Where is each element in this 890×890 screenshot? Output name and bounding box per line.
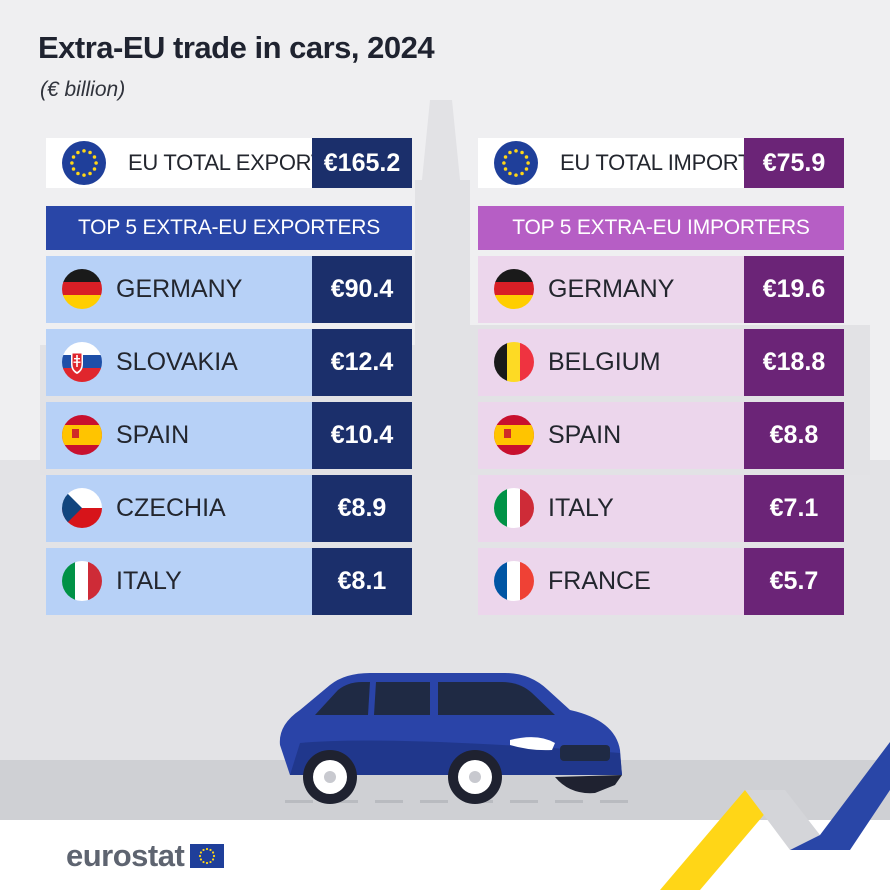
country-name: GERMANY bbox=[116, 275, 243, 303]
table-row: SPAIN €8.8 bbox=[478, 402, 844, 469]
table-row: SPAIN €10.4 bbox=[46, 402, 412, 469]
country-name: SLOVAKIA bbox=[116, 348, 238, 376]
trade-value: €8.8 bbox=[744, 402, 844, 469]
eu-flag-icon bbox=[494, 141, 538, 185]
total-exports-value: €165.2 bbox=[312, 138, 412, 188]
czechia-flag-icon bbox=[62, 488, 102, 528]
italy-flag-icon bbox=[62, 561, 102, 601]
total-imports-value: €75.9 bbox=[744, 138, 844, 188]
logo-text: eurostat bbox=[66, 838, 185, 873]
eu-total-imports: EU TOTAL IMPORTS €75.9 bbox=[478, 138, 844, 188]
belgium-flag-icon bbox=[494, 342, 534, 382]
country-name: GERMANY bbox=[548, 275, 675, 303]
eu-flag-icon bbox=[190, 844, 225, 868]
eu-flag-icon bbox=[62, 141, 106, 185]
france-flag-icon bbox=[494, 561, 534, 601]
germany-flag-icon bbox=[62, 269, 102, 309]
total-exports-label: EU TOTAL EXPORTS bbox=[128, 150, 339, 175]
top-exporters-header: TOP 5 EXTRA-EU EXPORTERS bbox=[46, 206, 412, 250]
germany-flag-icon bbox=[494, 269, 534, 309]
table-row: ITALY €8.1 bbox=[46, 548, 412, 615]
trade-value: €7.1 bbox=[744, 475, 844, 542]
table-row: GERMANY €19.6 bbox=[478, 256, 844, 323]
chart-subtitle: (€ billion) bbox=[40, 78, 126, 101]
country-name: CZECHIA bbox=[116, 494, 226, 522]
country-name: SPAIN bbox=[116, 421, 190, 449]
country-name: SPAIN bbox=[548, 421, 622, 449]
table-row: SLOVAKIA €12.4 bbox=[46, 329, 412, 396]
importers-list: GERMANY €19.6 BELGIUM €18.8 SPAIN €8.8 ITALY €7… bbox=[478, 256, 844, 615]
table-row: GERMANY €90.4 bbox=[46, 256, 412, 323]
chart-title: Extra-EU trade in cars, 2024 bbox=[38, 30, 435, 65]
table-row: CZECHIA €8.9 bbox=[46, 475, 412, 542]
trade-value: €12.4 bbox=[312, 329, 412, 396]
imports-panel: EU TOTAL IMPORTS €75.9 TOP 5 EXTRA-EU IM… bbox=[478, 138, 844, 621]
table-row: ITALY €7.1 bbox=[478, 475, 844, 542]
slovakia-flag-icon bbox=[62, 342, 102, 382]
trade-value: €8.1 bbox=[312, 548, 412, 615]
country-name: FRANCE bbox=[548, 567, 651, 595]
country-name: ITALY bbox=[548, 494, 614, 522]
top-importers-header: TOP 5 EXTRA-EU IMPORTERS bbox=[478, 206, 844, 250]
eu-total-exports: EU TOTAL EXPORTS €165.2 bbox=[46, 138, 412, 188]
spain-flag-icon bbox=[494, 415, 534, 455]
trade-value: €5.7 bbox=[744, 548, 844, 615]
table-row: BELGIUM €18.8 bbox=[478, 329, 844, 396]
total-imports-label: EU TOTAL IMPORTS bbox=[560, 150, 766, 175]
trade-value: €10.4 bbox=[312, 402, 412, 469]
trade-value: €90.4 bbox=[312, 256, 412, 323]
italy-flag-icon bbox=[494, 488, 534, 528]
trade-value: €19.6 bbox=[744, 256, 844, 323]
eurostat-logo: eurostat bbox=[66, 838, 225, 874]
spain-flag-icon bbox=[62, 415, 102, 455]
country-name: BELGIUM bbox=[548, 348, 661, 376]
table-row: FRANCE €5.7 bbox=[478, 548, 844, 615]
trade-value: €8.9 bbox=[312, 475, 412, 542]
car-illustration bbox=[279, 673, 622, 804]
exporters-list: GERMANY €90.4 SLOVAKIA €12.4 SPAIN €10.4 CZECH… bbox=[46, 256, 412, 615]
country-name: ITALY bbox=[116, 567, 182, 595]
trade-value: €18.8 bbox=[744, 329, 844, 396]
exports-panel: EU TOTAL EXPORTS €165.2 TOP 5 EXTRA-EU E… bbox=[46, 138, 412, 621]
